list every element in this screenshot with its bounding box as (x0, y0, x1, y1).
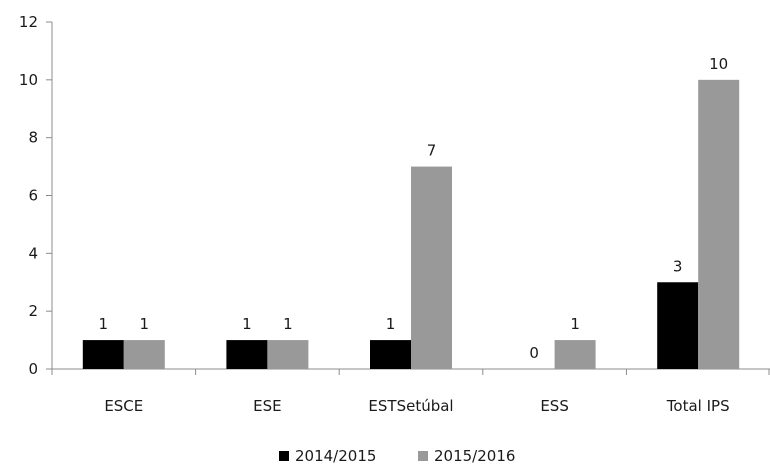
legend-label-2015-2016: 2015/2016 (434, 447, 515, 465)
data-label-total-ips-2015-2016: 10 (709, 55, 728, 73)
data-label-ese-2014-2015: 1 (242, 315, 252, 333)
x-tick-label-total-ips: Total IPS (666, 397, 730, 415)
bar-estset-bal-2015-2016 (411, 166, 452, 369)
bar-esce-2015-2016 (123, 340, 165, 369)
y-tick-label: 10 (19, 71, 38, 89)
x-axis: ESCE ESE ESTSetúbal ESS Total IPS (51, 368, 770, 415)
y-tick-label: 0 (28, 360, 38, 378)
x-tick-label-ese: ESE (253, 397, 281, 415)
x-tick-label-ess: ESS (540, 397, 569, 415)
bars-group (82, 79, 740, 369)
y-tick-label: 6 (28, 187, 38, 205)
data-label-ese-2015-2016: 1 (283, 315, 293, 333)
legend-swatch-2014-2015 (279, 451, 289, 461)
bar-ese-2014-2015 (226, 340, 268, 369)
bar-estset-bal-2014-2015 (370, 340, 411, 369)
data-label-esce-2014-2015: 1 (99, 315, 109, 333)
y-axis: 0 2 4 6 8 10 12 (19, 13, 53, 378)
legend: 2014/2015 2015/2016 (279, 447, 515, 465)
legend-swatch-2015-2016 (418, 451, 428, 461)
data-label-estset-bal-2015-2016: 7 (427, 142, 437, 160)
y-tick-label: 8 (28, 129, 38, 147)
x-tick-label-estset-bal: ESTSetúbal (368, 397, 453, 415)
data-label-total-ips-2014-2015: 3 (673, 257, 683, 275)
bar-total-ips-2015-2016 (698, 79, 740, 369)
data-label-esce-2015-2016: 1 (140, 315, 150, 333)
legend-label-2014-2015: 2014/2015 (295, 447, 376, 465)
data-label-estset-bal-2014-2015: 1 (386, 315, 396, 333)
data-label-ess-2014-2015: 0 (529, 344, 539, 362)
bar-ese-2015-2016 (267, 340, 309, 369)
data-label-ess-2015-2016: 1 (570, 315, 580, 333)
y-tick-label: 12 (19, 13, 38, 31)
bar-ess-2015-2016 (554, 340, 596, 369)
bar-total-ips-2014-2015 (657, 282, 699, 369)
bar-esce-2014-2015 (82, 340, 124, 369)
y-tick-label: 2 (28, 302, 38, 320)
y-tick-label: 4 (28, 244, 38, 262)
x-tick-label-esce: ESCE (104, 397, 143, 415)
data-labels-group: 1 1 1 1 1 7 0 1 3 10 (99, 55, 729, 362)
